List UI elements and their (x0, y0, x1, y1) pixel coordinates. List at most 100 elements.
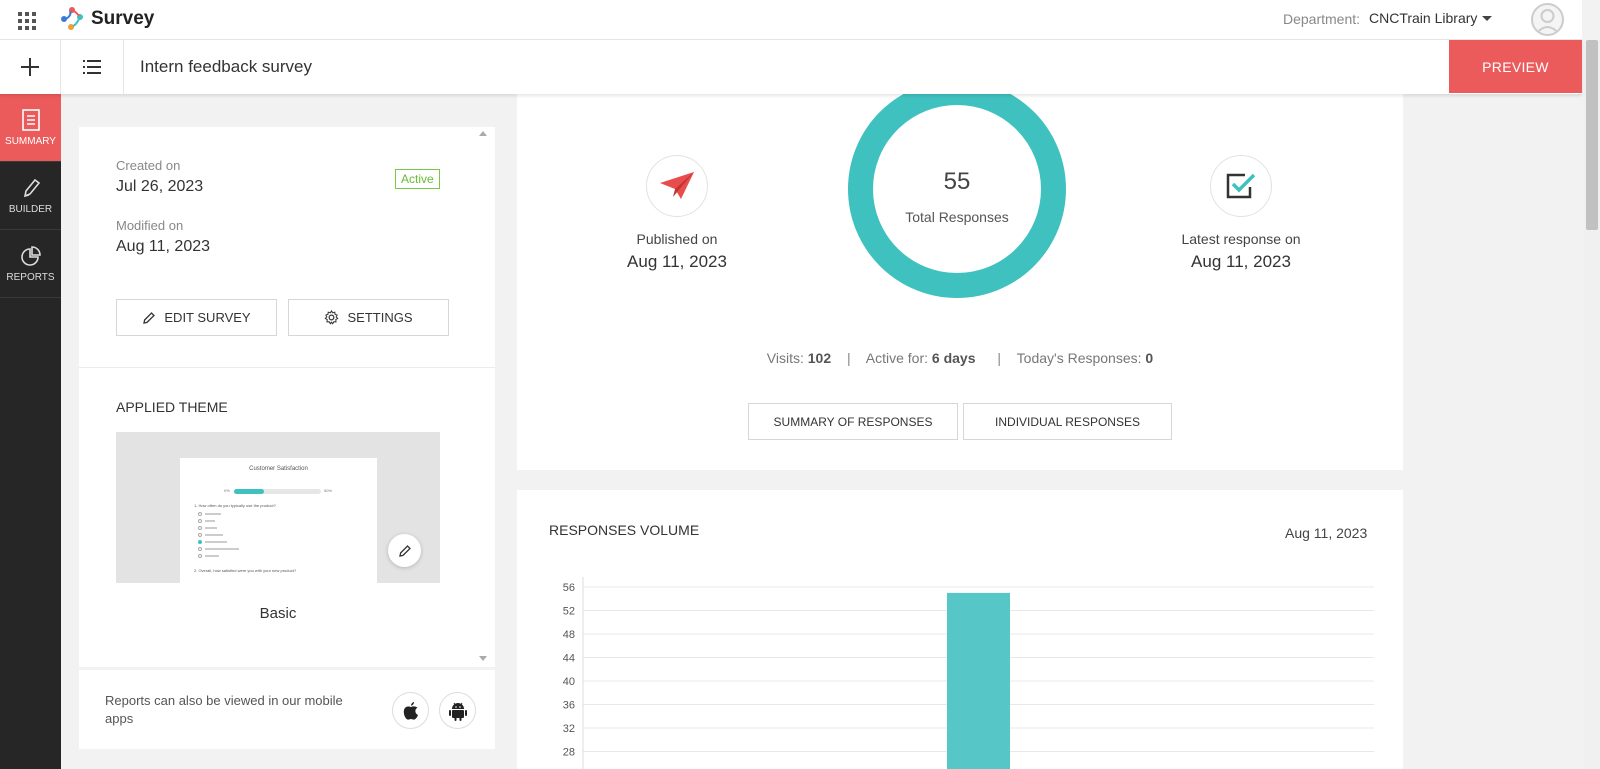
paper-plane-icon (660, 172, 694, 199)
theme-option (198, 554, 202, 558)
theme-progress-start: 0% (224, 488, 230, 493)
y-tick-label: 36 (563, 700, 575, 712)
add-button[interactable] (0, 40, 61, 94)
pencil-icon (143, 311, 156, 324)
user-icon (1535, 9, 1560, 34)
pencil-icon (23, 178, 40, 197)
created-label: Created on (116, 158, 181, 173)
theme-progress-fill (234, 489, 265, 494)
ios-app-button[interactable] (392, 692, 429, 729)
survey-info-card: Created on Jul 26, 2023 Active Modified … (79, 127, 495, 667)
theme-question-1: 1. How often do you typically use the pr… (194, 503, 276, 508)
y-tick-label: 28 (563, 747, 575, 759)
applied-theme-heading: APPLIED THEME (116, 399, 228, 415)
pencil-icon (398, 544, 411, 557)
apple-icon (403, 701, 418, 720)
theme-option-text (205, 520, 215, 522)
today-responses-value: 0 (1145, 350, 1154, 366)
theme-preview[interactable]: Customer Satisfaction 0% 50% 1. How ofte… (116, 432, 440, 583)
summary-of-responses-button[interactable]: SUMMARY OF RESPONSES (748, 403, 958, 440)
scroll-up-arrow[interactable] (479, 131, 487, 136)
preview-button[interactable]: PREVIEW (1449, 40, 1582, 93)
edit-survey-label: EDIT SURVEY (164, 310, 251, 325)
separator: | (847, 350, 851, 366)
theme-name: Basic (259, 605, 297, 622)
total-responses-count: 55 (943, 168, 971, 195)
latest-response-label: Latest response on (1181, 231, 1301, 247)
theme-option-text (205, 513, 221, 515)
page-scrollbar[interactable] (1584, 40, 1600, 769)
nav-item-label: REPORTS (6, 271, 55, 283)
y-tick-label: 40 (563, 676, 575, 688)
theme-option-text (205, 548, 239, 550)
document-icon (21, 108, 40, 131)
theme-option (198, 533, 202, 537)
chart-bar[interactable] (947, 592, 1010, 769)
y-tick-label: 56 (563, 582, 575, 594)
nav-item-label: BUILDER (8, 203, 53, 215)
mobile-apps-card: Reports can also be viewed in our mobile… (79, 670, 495, 749)
nav-item-reports[interactable]: REPORTS (0, 230, 61, 298)
total-responses-label: Total Responses (905, 209, 1009, 225)
published-date: Aug 11, 2023 (627, 252, 727, 271)
survey-logo-icon (61, 7, 83, 30)
edit-survey-button[interactable]: EDIT SURVEY (116, 299, 277, 336)
active-for-label: Active for: (865, 350, 929, 366)
latest-icon-circle (1210, 155, 1272, 217)
checkbox-checked-icon (1226, 173, 1256, 199)
top-bar: Survey Department: CNCTrain Library (0, 0, 1582, 40)
avatar[interactable] (1531, 3, 1564, 36)
separator: | (997, 350, 1002, 366)
theme-option-selected (198, 540, 202, 544)
theme-progress-bar (234, 489, 321, 494)
gear-icon (324, 310, 340, 325)
theme-option (198, 519, 202, 523)
theme-option (198, 526, 202, 530)
list-icon (83, 60, 101, 74)
divider (79, 367, 495, 368)
survey-header-bar: Intern feedback survey PREVIEW (0, 40, 1582, 94)
settings-label: SETTINGS (347, 310, 413, 325)
theme-option (198, 512, 202, 516)
total-responses-donut: 55 Total Responses (848, 80, 1066, 298)
nav-item-builder[interactable]: BUILDER (0, 162, 61, 230)
theme-progress-end: 50% (324, 488, 333, 493)
survey-list-button[interactable] (61, 40, 124, 94)
y-tick-label: 52 (563, 606, 575, 618)
y-tick-label: 48 (563, 629, 575, 641)
y-tick-label: 32 (563, 723, 575, 735)
y-tick-label: 44 (563, 653, 575, 665)
theme-option (198, 547, 202, 551)
scrollbar-thumb[interactable] (1586, 40, 1598, 230)
individual-responses-button[interactable]: INDIVIDUAL RESPONSES (963, 403, 1172, 440)
theme-preview-title: Customer Satisfaction (249, 466, 308, 472)
status-badge: Active (395, 169, 440, 189)
theme-preview-page: Customer Satisfaction 0% 50% 1. How ofte… (180, 458, 377, 583)
responses-volume-card: RESPONSES VOLUME Aug 11, 2023 56 52 48 44 40… (517, 490, 1403, 769)
responses-volume-date: Aug 11, 2023 (1285, 525, 1368, 541)
app-name: Survey (91, 8, 155, 29)
modified-date: Aug 11, 2023 (116, 238, 211, 255)
latest-response-date: Aug 11, 2023 (1191, 252, 1291, 271)
responses-volume-chart: 56 52 48 44 40 36 32 28 (563, 577, 1374, 769)
nav-item-summary[interactable]: SUMMARY (0, 94, 61, 162)
edit-theme-button[interactable] (388, 534, 421, 567)
department-select[interactable]: CNCTrain Library (1369, 10, 1478, 26)
settings-button[interactable]: SETTINGS (288, 299, 449, 336)
mobile-apps-text: Reports can also be viewed in our mobile… (105, 693, 343, 726)
survey-title: Intern feedback survey (140, 57, 312, 76)
theme-option-text (205, 527, 217, 529)
published-icon-circle (646, 155, 708, 217)
response-stats-card: Published on Aug 11, 2023 55 Total Respo… (517, 80, 1403, 470)
theme-option-text (205, 555, 219, 557)
department-label: Department: (1283, 11, 1361, 27)
apps-grid-icon[interactable] (18, 12, 36, 30)
published-label: Published on (636, 231, 718, 247)
plus-icon (21, 58, 39, 76)
chevron-down-icon[interactable] (1482, 16, 1492, 21)
modified-label: Modified on (116, 218, 184, 233)
theme-question-2: 2. Overall, how satisfied were you with … (194, 568, 297, 573)
today-responses-label: Today's Responses: (1016, 350, 1142, 366)
android-app-button[interactable] (439, 692, 476, 729)
scroll-down-arrow[interactable] (479, 656, 487, 661)
